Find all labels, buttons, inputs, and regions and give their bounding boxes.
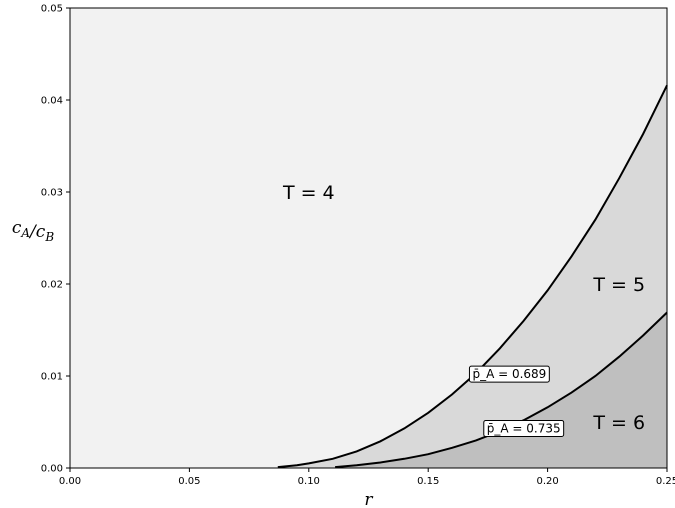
x-tick-label: 0.15 <box>417 476 439 487</box>
y-tick-label: 0.01 <box>41 372 63 383</box>
y-tick-label: 0.00 <box>41 464 63 475</box>
x-tick-label: 0.05 <box>178 476 200 487</box>
y-axis: 0.00 0.01 0.02 0.03 0.04 0.05 <box>41 4 70 475</box>
boundary-curve-1 <box>277 84 668 469</box>
x-axis: 0.00 0.05 0.10 0.15 0.20 0.25 <box>59 468 675 487</box>
regions-layer <box>70 8 667 469</box>
region-label-2: T = 5 <box>592 274 645 296</box>
curve-labels: p̄_A = 0.689 p̄_A = 0.735 <box>468 365 565 437</box>
curve-label-2: p̄_A = 0.735 <box>483 419 565 437</box>
curve-label-box <box>468 365 550 383</box>
y-axis-label: cA/cB <box>12 218 54 244</box>
y-tick-label: 0.04 <box>41 96 63 107</box>
x-tick-label: 0.00 <box>59 476 81 487</box>
region-label-3: T = 6 <box>592 412 645 434</box>
curve-label-text: p̄_A = 0.735 <box>487 421 561 435</box>
curve-label-text: p̄_A = 0.689 <box>472 367 546 381</box>
x-tick-label: 0.20 <box>536 476 558 487</box>
y-tick-label: 0.05 <box>41 4 63 15</box>
y-tick-label: 0.02 <box>41 280 63 291</box>
x-axis-label: r <box>364 490 373 508</box>
region-t5 <box>277 85 667 469</box>
x-tick-label: 0.10 <box>298 476 320 487</box>
y-tick-label: 0.03 <box>41 188 63 199</box>
curve-label-box <box>483 419 565 437</box>
curve-label-1: p̄_A = 0.689 <box>468 365 550 383</box>
plot-frame <box>69 7 668 469</box>
x-tick-label: 0.25 <box>656 476 675 487</box>
region-t6 <box>335 312 667 468</box>
region-label-1: T = 4 <box>282 182 335 204</box>
region-labels: T = 4 T = 5 T = 6 <box>282 182 645 434</box>
